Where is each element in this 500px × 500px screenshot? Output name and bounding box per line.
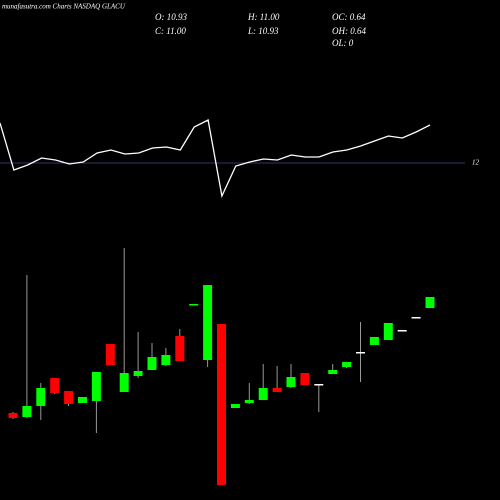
candle-body (8, 413, 18, 418)
candle-body (105, 344, 115, 365)
candle-body (189, 304, 199, 306)
ohlc-open: O: 10.93 (155, 12, 187, 22)
candle-body (369, 337, 379, 345)
ohlc-low: L: 10.93 (247, 26, 279, 36)
candle-body (411, 317, 421, 319)
candle-body (244, 400, 254, 403)
candle-body (36, 388, 46, 406)
candle-body (258, 388, 268, 400)
candle-body (356, 352, 365, 354)
ohlc-oh: OH: 0.64 (332, 26, 366, 36)
ohlc-high: H: 11.00 (247, 12, 280, 22)
candle-body (300, 373, 310, 385)
candle-body (314, 384, 324, 386)
ohlc-oc: OC: 0.64 (332, 12, 366, 22)
candle-body (286, 377, 296, 387)
candle-body (203, 285, 213, 360)
candle-body (230, 404, 240, 408)
candle-body (425, 297, 435, 308)
candle-body (50, 378, 60, 393)
candle-body (22, 406, 32, 417)
candle-body (119, 373, 129, 392)
candle-body (272, 388, 282, 392)
candle-body (64, 391, 74, 404)
level-label: 12 (472, 159, 480, 167)
ohlc-close: C: 11.00 (155, 26, 186, 36)
candle-body (133, 371, 143, 376)
candle-body (78, 397, 87, 403)
candle-body (161, 355, 171, 365)
candle-body (217, 324, 226, 485)
chart-title: munafasutra.com Charts NASDAQ GLACU (2, 3, 126, 11)
candle-body (328, 370, 338, 374)
candle-body (383, 323, 393, 340)
candle-body (147, 357, 157, 370)
ohlc-ol: OL: 0 (332, 38, 354, 48)
candle-body (91, 372, 101, 401)
candle-body (397, 330, 407, 332)
candle-body (342, 362, 352, 367)
candle-body (175, 336, 185, 361)
indicator-line (0, 119, 431, 199)
